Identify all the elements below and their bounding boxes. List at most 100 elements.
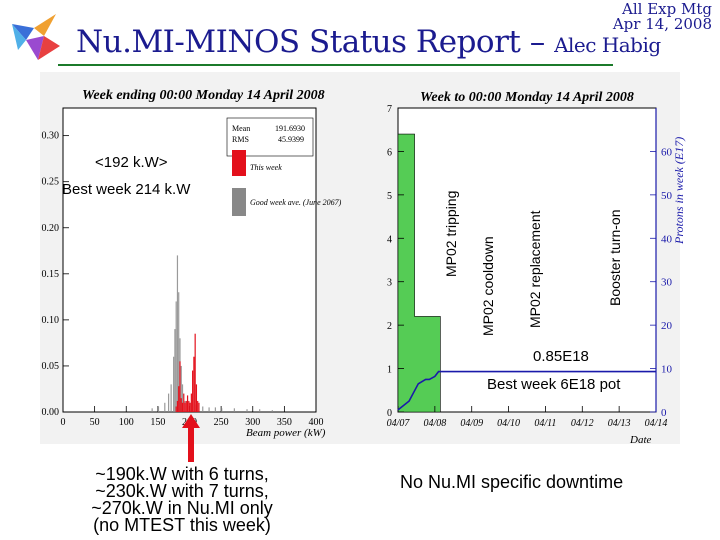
ts-y-tick-left-label: 1	[387, 365, 392, 376]
stats-rms-value: 45.9399	[278, 135, 304, 144]
good-week-bar	[170, 384, 172, 412]
legend-swatch-good-week	[232, 188, 246, 216]
hist-x-tick-label: 250	[214, 417, 229, 428]
ts-y-tick-right-label: 60	[661, 146, 673, 158]
stats-mean-value: 191.6930	[275, 124, 305, 133]
mp02-cooldown-label: MP02 cooldown	[480, 236, 496, 336]
this-week-bar	[178, 386, 180, 412]
protons-line	[397, 370, 656, 411]
ts-x-tick-label: 04/10	[497, 418, 520, 429]
good-week-bar	[181, 384, 184, 412]
this-week-bar	[197, 400, 199, 412]
hist-y-tick-label: 0.05	[42, 361, 60, 372]
good-week-bar	[173, 356, 175, 412]
good-week-bar	[175, 301, 177, 412]
good-week-bar	[178, 292, 180, 412]
ts-xlabel: Date	[629, 434, 652, 446]
hist-y-tick-label: 0.30	[42, 131, 60, 142]
hist-y-tick-label: 0.20	[42, 223, 60, 234]
good-week-bar	[174, 329, 176, 412]
good-week-bar	[176, 255, 179, 412]
good-week-bar	[180, 365, 182, 412]
this-week-bar	[190, 393, 192, 412]
turns-note: ~190k.W with 6 turns, ~230k.W with 7 tur…	[62, 464, 302, 534]
ts-y-tick-right-label: 0	[661, 407, 667, 419]
ts-x-tick-label: 04/08	[423, 418, 446, 429]
title-divider	[58, 64, 613, 66]
this-week-bar	[175, 406, 177, 412]
legend-swatch-this-week	[232, 150, 246, 176]
pot-value-label: 0.85E18	[533, 348, 589, 365]
hist-stats-box	[226, 117, 314, 157]
ts-y-tick-right-label: 30	[661, 277, 673, 289]
note-line: ~190k.W with 6 turns,	[95, 464, 269, 484]
ts-y-tick-left-label: 5	[387, 191, 392, 202]
downtime-fill	[397, 133, 441, 413]
hist-xlabel: Beam power (kW)	[246, 427, 326, 439]
hist-y-tick-label: 0.25	[42, 177, 60, 188]
hist-y-tick-label: 0.10	[42, 315, 60, 326]
good-week-bar	[259, 409, 261, 412]
mp02-replacement-label: MP02 replacement	[527, 210, 543, 328]
hist-x-tick-label: 150	[150, 417, 165, 428]
ts-y-tick-right-label: 10	[661, 364, 673, 376]
note-line: ~230k.W with 7 turns,	[95, 481, 269, 501]
this-week-bar	[188, 400, 190, 412]
ts-y-tick-left-label: 0	[387, 408, 392, 419]
ts-x-tick-label: 04/11	[534, 418, 556, 429]
ts-x-tick-label: 04/14	[645, 418, 668, 429]
legend-label-this-week: This week	[250, 163, 282, 172]
hist-y-tick-label: 0.15	[42, 269, 60, 280]
this-week-bar	[176, 400, 179, 412]
hist-x-tick-label: 50	[90, 417, 100, 428]
hist-x-tick-label: 350	[277, 417, 292, 428]
hist-title: Week ending 00:00 Monday 14 April 2008	[82, 88, 325, 103]
hist-y-tick-label: 0.00	[42, 407, 60, 418]
good-week-bar	[167, 393, 170, 412]
ts-y-tick-left-label: 7	[387, 104, 392, 115]
ts-x-tick-label: 04/12	[571, 418, 594, 429]
hist-x-tick-label: 0	[61, 417, 66, 428]
this-week-bar	[198, 402, 200, 412]
ts-y-tick-left-label: 6	[387, 147, 392, 158]
this-week-bar	[180, 398, 182, 412]
ts-ylabel-right: Protons in week (E17)	[672, 137, 686, 245]
hist-x-tick-label: 100	[119, 417, 134, 428]
this-week-bar	[195, 384, 198, 412]
this-week-bar	[194, 333, 196, 412]
good-week-bar	[246, 409, 248, 412]
this-week-bar	[193, 356, 195, 412]
author-name: Alec Habig	[554, 33, 661, 57]
note-line: ~270k.W in Nu.MI only	[91, 498, 273, 518]
good-week-bar	[221, 408, 223, 412]
slide-title: Nu.MI-MINOS Status Report – Alec Habig	[76, 24, 661, 60]
hist-bars	[151, 255, 273, 412]
ts-y-tick-left-label: 2	[387, 321, 392, 332]
this-week-bar	[181, 402, 184, 412]
good-week-bar	[208, 407, 210, 412]
ts-axes: 04/07 04/08 04/09 04/10 04/11 04/12 04/13 04/14…	[387, 104, 673, 429]
hist-x-tick-label: 300	[245, 417, 260, 428]
ts-y-tick-right-label: 20	[661, 320, 673, 332]
ts-x-tick-label: 04/13	[608, 418, 631, 429]
ts-y-tick-right-label: 40	[661, 233, 673, 245]
stats-rms-label: RMS	[232, 135, 249, 144]
good-week-bar	[233, 408, 235, 412]
hist-max-annotation: <192 k.W>	[95, 154, 168, 171]
protons-polyline	[397, 370, 656, 411]
stats-mean-label: Mean	[232, 124, 250, 133]
booster-turn-on-label: Booster turn-on	[607, 209, 623, 307]
good-week-bar	[157, 406, 160, 412]
good-week-bar	[271, 410, 273, 412]
hist-best-annotation: Best week 214 k.W	[62, 181, 191, 198]
pot-best-label: Best week 6E18 pot	[487, 376, 621, 393]
good-week-bar	[202, 406, 204, 412]
good-week-bar	[214, 407, 216, 412]
ts-plot-frame	[397, 107, 657, 413]
this-week-bar	[186, 395, 189, 412]
good-week-bar	[164, 402, 166, 412]
ts-x-tick-label: 04/09	[460, 418, 483, 429]
meeting-date: Apr 14, 2008	[612, 15, 712, 33]
